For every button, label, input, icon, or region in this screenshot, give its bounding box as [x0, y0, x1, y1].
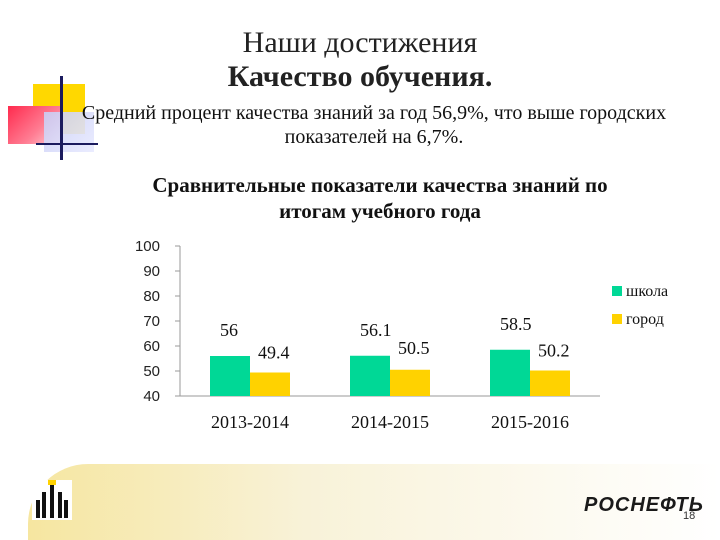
- x-tick-label: 2014-2015: [351, 412, 429, 432]
- data-label: 49.4: [258, 343, 290, 363]
- rosneft-logo-icon: [32, 480, 72, 520]
- page-number: 18: [683, 510, 696, 522]
- data-label: 50.2: [538, 341, 570, 361]
- brand-logo-text: РОСНЕФТЬ: [584, 494, 704, 516]
- y-tick-label: 60: [143, 338, 160, 355]
- x-tick-label: 2015-2016: [491, 412, 569, 432]
- y-tick-label: 90: [143, 263, 160, 280]
- chart-title: Сравнительные показатели качества знаний…: [110, 172, 650, 224]
- bar-city: [250, 372, 290, 396]
- data-label: 56.1: [360, 320, 392, 340]
- y-tick-label: 50: [143, 363, 160, 380]
- data-label: 56: [220, 320, 238, 340]
- chart-title-line-1: Сравнительные показатели качества знаний…: [152, 173, 608, 197]
- footer-band: [28, 464, 720, 540]
- y-tick-label: 70: [143, 313, 160, 330]
- slide-title: Наши достижения: [242, 26, 478, 59]
- x-tick-label: 2013-2014: [211, 412, 289, 432]
- y-tick-label: 80: [143, 288, 160, 305]
- y-tick-label: 40: [143, 388, 160, 405]
- legend-swatch-city: [612, 314, 622, 324]
- x-axis: 2013-2014 2014-2015 2015-2016: [211, 412, 569, 432]
- bar-school: [490, 349, 530, 396]
- bar-city: [390, 369, 430, 396]
- decor-horizontal-line: [36, 143, 98, 145]
- summary-line-2: показателей на 6,7%.: [284, 126, 464, 148]
- bars: [210, 349, 570, 396]
- y-tick-label: 100: [135, 238, 160, 255]
- data-labels: 56 49.4 56.1 50.5 58.5 50.2: [220, 314, 570, 363]
- legend-label-school: школа: [626, 283, 668, 300]
- slide-subtitle: Качество обучения.: [227, 60, 493, 93]
- bar-school: [350, 355, 390, 396]
- bar-school: [210, 356, 250, 396]
- data-label: 58.5: [500, 314, 532, 334]
- chart-title-line-2: итогам учебного года: [279, 199, 481, 223]
- bar-city: [530, 370, 570, 396]
- summary-line-1: Средний процент качества знаний за год 5…: [81, 102, 667, 124]
- legend-swatch-school: [612, 286, 622, 296]
- decor-vertical-line: [60, 76, 63, 160]
- decor-blue-square: [44, 112, 94, 152]
- bar-chart: 40 50 60 70 80 90 100 56 49.4 56.1 50.5 58.5 50.2 2…: [135, 238, 668, 432]
- legend: школа город: [612, 283, 668, 328]
- summary-text: Средний процент качества знаний за год 5…: [64, 101, 684, 149]
- legend-label-city: город: [626, 311, 664, 328]
- data-label: 50.5: [398, 338, 430, 358]
